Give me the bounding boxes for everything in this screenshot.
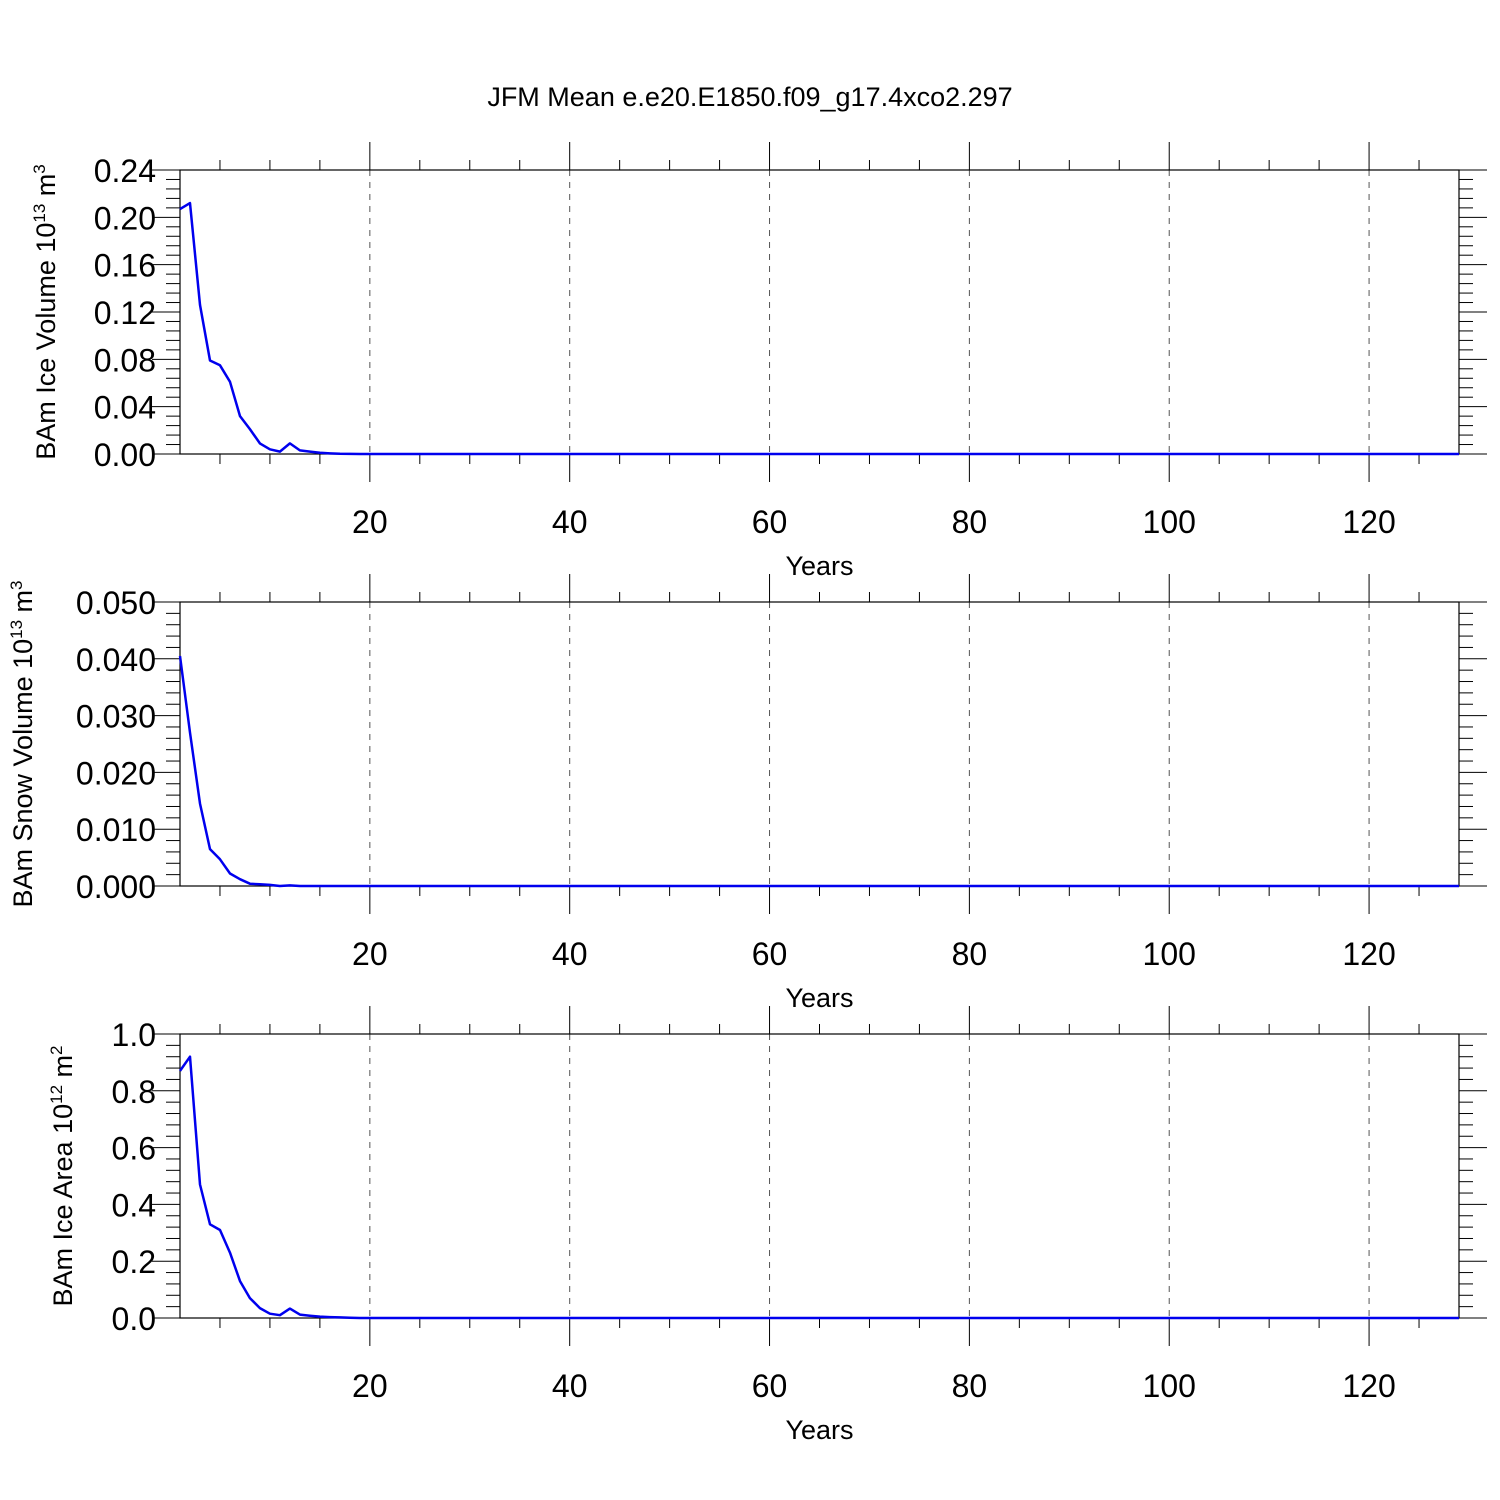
x-tick-label: 100 <box>1143 1368 1196 1404</box>
plot-frame <box>179 601 1460 887</box>
y-tick-label: 0.4 <box>112 1187 156 1223</box>
x-tick-label: 120 <box>1342 504 1395 540</box>
y-axis-label: BAm Snow Volume 1013 m3 <box>7 580 38 907</box>
x-tick-label: 80 <box>952 936 988 972</box>
x-tick-label: 20 <box>352 504 388 540</box>
y-tick-label: 0.8 <box>112 1074 156 1110</box>
x-tick-label: 60 <box>752 1368 788 1404</box>
x-tick-label: 80 <box>952 504 988 540</box>
y-tick-label: 0.12 <box>94 295 156 331</box>
y-tick-label: 0.16 <box>94 248 156 284</box>
series-line <box>179 201 1459 456</box>
x-tick-label: 20 <box>352 1368 388 1404</box>
y-tick-label: 0.020 <box>76 755 156 791</box>
y-tick-label: 1.0 <box>112 1017 156 1053</box>
y-tick-label: 0.030 <box>76 699 156 735</box>
y-tick-label: 0.04 <box>94 390 156 426</box>
plot-frame <box>179 169 1460 455</box>
x-tick-label: 20 <box>352 936 388 972</box>
panels: 20 40 60 80 100 120 0.00 0.04 0.08 0.12 0.16 0.20 0.… <box>7 142 1487 1445</box>
figure-title: JFM Mean e.e20.E1850.f09_g17.4xco2.297 <box>487 82 1012 112</box>
x-tick-label: 60 <box>752 936 788 972</box>
x-tick-label: 100 <box>1143 936 1196 972</box>
x-tick-label: 40 <box>552 936 588 972</box>
x-tick-label: 60 <box>752 504 788 540</box>
x-tick-label: 80 <box>952 1368 988 1404</box>
plot-frame <box>179 1033 1460 1319</box>
panel-3: 20 40 60 80 100 120 0.0 0.2 0.4 0.6 0.8 1.0 Years BAm… <box>47 1006 1487 1445</box>
y-tick-label: 0.0 <box>112 1301 156 1337</box>
y-tick-label: 0.20 <box>94 200 156 236</box>
y-tick-label: 0.6 <box>112 1131 156 1167</box>
x-tick-label: 40 <box>552 504 588 540</box>
x-axis-label: Years <box>785 1415 853 1445</box>
x-axis-label: Years <box>785 983 853 1013</box>
y-tick-label: 0.2 <box>112 1244 156 1280</box>
y-tick-label: 0.040 <box>76 642 156 678</box>
y-tick-label: 0.050 <box>76 585 156 621</box>
x-axis-label: Years <box>785 551 853 581</box>
y-axis-label: BAm Ice Area 1012 m2 <box>47 1046 78 1307</box>
x-tick-label: 100 <box>1143 504 1196 540</box>
series-line <box>178 1055 1459 1320</box>
series-line <box>178 655 1459 888</box>
x-tick-label: 120 <box>1342 1368 1395 1404</box>
panel-1: 20 40 60 80 100 120 0.00 0.04 0.08 0.12 0.16 0.20 0.… <box>30 142 1487 581</box>
y-tick-label: 0.00 <box>94 437 156 473</box>
x-tick-label: 40 <box>552 1368 588 1404</box>
panel-2: 20 40 60 80 100 120 0.000 0.010 0.020 0.030 0.040 0… <box>7 574 1487 1013</box>
y-tick-label: 0.000 <box>76 869 156 905</box>
y-tick-label: 0.08 <box>94 342 156 378</box>
y-tick-label: 0.010 <box>76 812 156 848</box>
x-tick-label: 120 <box>1342 936 1395 972</box>
y-axis-label: BAm Ice Volume 1013 m3 <box>30 164 61 460</box>
y-tick-label: 0.24 <box>94 153 156 189</box>
